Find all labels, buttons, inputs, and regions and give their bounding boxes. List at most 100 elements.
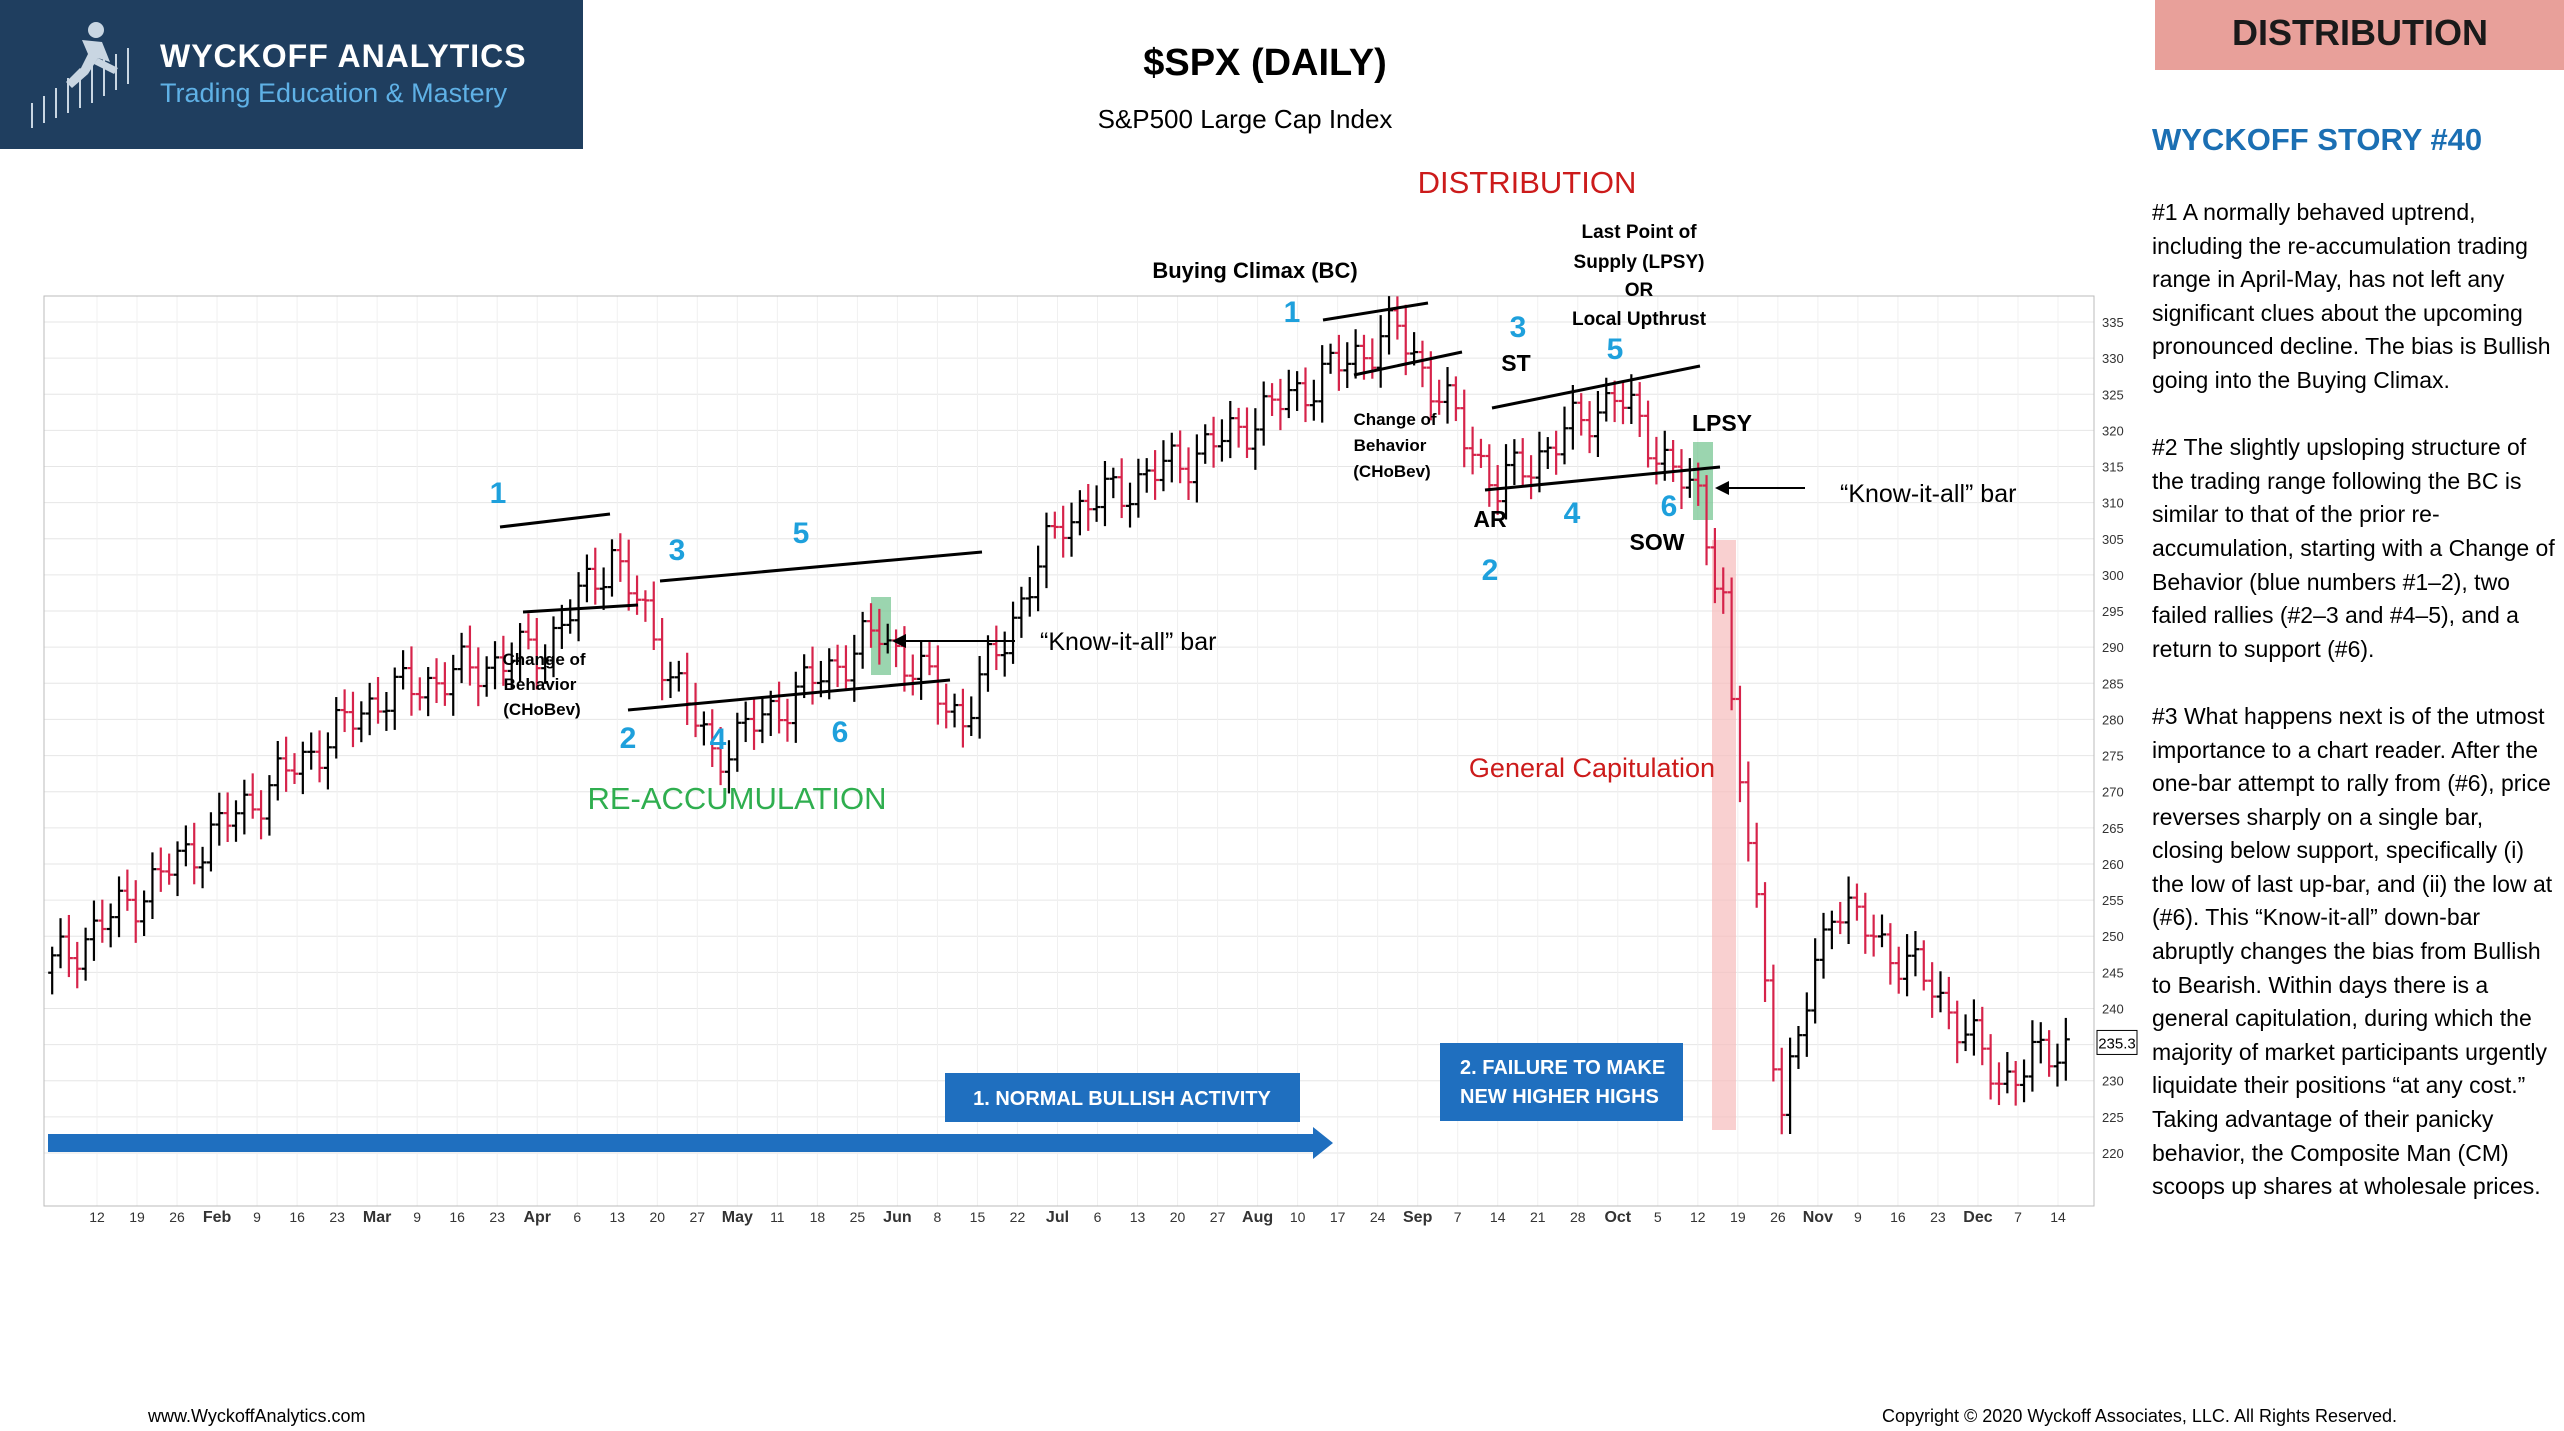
price-bar: [1376, 315, 1385, 388]
choch2-label-line2: Behavior: [1354, 436, 1427, 455]
logo-title: WYCKOFF ANALYTICS: [160, 38, 527, 74]
price-bar: [1351, 329, 1360, 379]
price-bar: [1318, 345, 1327, 423]
reacc-number-5: 5: [793, 517, 810, 550]
price-bar: [750, 697, 759, 750]
y-tick-label: 260: [2102, 857, 2124, 872]
price-bar: [566, 599, 575, 634]
price-bar: [875, 608, 884, 665]
price-bar: [967, 696, 976, 737]
y-tick-label: 335: [2102, 315, 2124, 330]
price-bar: [1293, 371, 1302, 411]
x-tick-label: 21: [1530, 1209, 1546, 1225]
x-tick-label: 9: [1854, 1209, 1862, 1225]
dist-number-4: 4: [1564, 497, 1581, 530]
price-bar: [1644, 400, 1653, 468]
price-bar: [1886, 923, 1895, 985]
y-tick-label: 265: [2102, 821, 2124, 836]
price-bar: [1836, 901, 1845, 935]
price-bar: [348, 691, 357, 748]
price-bar: [332, 697, 341, 759]
price-bar: [808, 646, 817, 705]
price-bar: [1852, 883, 1861, 921]
price-bar: [1226, 400, 1235, 459]
price-bar: [1552, 430, 1561, 475]
price-bar: [1034, 545, 1043, 612]
price-bar: [1009, 601, 1018, 664]
price-bar: [1769, 964, 1778, 1082]
price-bar: [541, 644, 550, 684]
story-title: WYCKOFF STORY #40: [2152, 122, 2483, 157]
price-bar: [1176, 430, 1185, 484]
y-tick-label: 230: [2102, 1074, 2124, 1089]
x-tick-label: 20: [1170, 1209, 1186, 1225]
price-bar: [290, 753, 299, 784]
price-bar: [131, 880, 140, 943]
price-bar: [975, 656, 984, 739]
price-bar: [415, 677, 424, 711]
price-bar: [1560, 406, 1569, 465]
price-bar: [1100, 461, 1109, 527]
price-bar: [1878, 914, 1887, 948]
normal-bullish-label: 1. NORMAL BULLISH ACTIVITY: [973, 1088, 1271, 1110]
price-bar: [1385, 296, 1394, 355]
x-tick-label: 11: [770, 1209, 785, 1225]
price-bar: [1535, 431, 1544, 493]
price-bar: [1451, 376, 1460, 422]
price-bar: [2061, 1017, 2070, 1081]
price-bar: [532, 618, 541, 690]
price-bar: [2045, 1030, 2054, 1077]
price-bar: [223, 792, 232, 843]
price-bar: [607, 539, 616, 597]
price-bar: [1042, 512, 1051, 589]
y-tick-label: 290: [2102, 640, 2124, 655]
price-bar: [683, 652, 692, 726]
dist-support-line: [1484, 465, 1721, 492]
x-tick-label: Aug: [1242, 1209, 1273, 1226]
price-bar: [557, 604, 566, 649]
price-bar: [1777, 1047, 1786, 1135]
x-tick-label: 24: [1370, 1209, 1386, 1225]
sow-label: SOW: [1630, 529, 1685, 555]
failure-label-line1: 2. FAILURE TO MAKE: [1460, 1057, 1665, 1079]
x-tick-label: 5: [1654, 1209, 1662, 1225]
price-bar: [1234, 407, 1243, 448]
price-bar: [925, 642, 934, 676]
price-bar: [1410, 332, 1419, 366]
price-bar: [440, 662, 449, 706]
price-bar: [374, 677, 383, 724]
price-bar: [1426, 351, 1435, 421]
y-tick-label: 225: [2102, 1110, 2124, 1125]
price-bar: [1084, 483, 1093, 531]
price-bar: [624, 539, 633, 611]
lpsy-block-line4: Local Upthrust: [1572, 309, 1707, 330]
price-bar: [783, 698, 792, 742]
reacc-choch-line: [522, 603, 639, 614]
price-bar: [1201, 424, 1210, 464]
price-bar: [1802, 992, 1811, 1057]
price-bar: [1184, 447, 1193, 500]
y-tick-label: 320: [2102, 423, 2124, 438]
price-bar: [1443, 367, 1452, 424]
y-tick-label: 295: [2102, 604, 2124, 619]
price-bar: [81, 927, 90, 981]
price-bar: [1502, 444, 1511, 520]
price-bar: [1919, 940, 1928, 991]
price-bar: [1067, 502, 1076, 557]
price-bar: [1936, 971, 1945, 1013]
price-bar: [390, 667, 399, 730]
x-tick-label: 13: [1130, 1209, 1146, 1225]
price-bar: [741, 701, 750, 743]
price-bar: [1518, 438, 1527, 488]
price-bar: [1476, 438, 1485, 468]
price-bar: [198, 846, 207, 889]
price-bar: [89, 900, 98, 961]
price-bar: [106, 903, 115, 948]
price-bar: [265, 775, 274, 836]
price-bar: [2011, 1060, 2020, 1106]
know-it-all-arrow-2: [1715, 481, 1805, 495]
price-bar: [357, 701, 366, 743]
price-bar: [1075, 490, 1084, 536]
price-bar: [599, 567, 608, 610]
price-bar: [933, 645, 942, 725]
